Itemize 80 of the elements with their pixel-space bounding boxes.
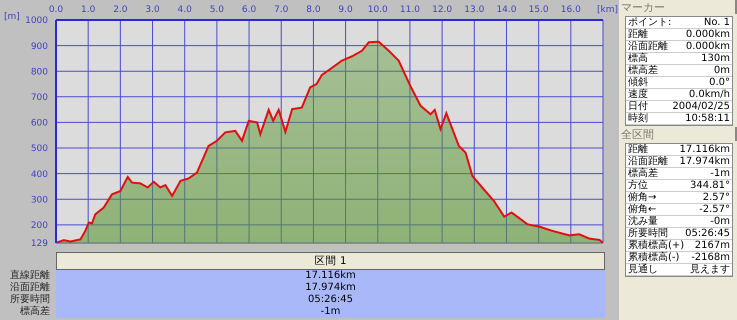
x-tick-label: 16.0 — [560, 5, 582, 15]
text: 2167m — [694, 240, 730, 251]
text: 標高 — [628, 53, 648, 64]
y-tick-label: 700 — [30, 93, 48, 104]
text: -0m — [710, 216, 730, 227]
text: 0.0km/h — [688, 89, 730, 100]
text: -1m — [56, 306, 605, 318]
y-tick-label: 800 — [30, 67, 48, 78]
x-tick-label: 9.0 — [338, 5, 354, 15]
text: 日付 — [628, 101, 648, 112]
text: 沿面距離 — [9, 282, 50, 294]
text: 0.000km — [686, 29, 730, 40]
text: マーカー — [619, 0, 737, 14]
x-tick-label: 13.0 — [464, 5, 485, 15]
y-tick-label: 300 — [30, 195, 48, 206]
text: ポイント: — [628, 17, 672, 28]
text: 130m — [701, 53, 730, 64]
text: 傾斜 — [628, 77, 648, 88]
y-tick-label: 200 — [30, 221, 48, 232]
text: 累積標高(-) — [628, 252, 680, 263]
text: 0.000km — [686, 41, 730, 52]
text: 見通し — [628, 264, 658, 275]
text: 見えます — [690, 264, 730, 275]
x-tick-label: 12.0 — [432, 5, 452, 15]
x-tick-label: 8.0 — [306, 5, 321, 15]
text: 344.81° — [690, 180, 730, 191]
text: 標高差 — [19, 306, 50, 318]
text: 俯角← — [628, 204, 656, 215]
y-tick-label: 1000 — [25, 16, 48, 26]
text: 17.974km — [56, 282, 605, 294]
text: 速度 — [628, 89, 648, 100]
x-tick-label: 0.0 — [48, 5, 64, 15]
y-tick-label: 400 — [30, 170, 48, 180]
x-tick-label: 2.0 — [113, 5, 128, 15]
y-tick-label: 500 — [30, 144, 48, 154]
x-tick-label: 14.0 — [496, 5, 517, 15]
text: 標高差 — [628, 65, 658, 76]
x-tick-label: 4.0 — [178, 5, 192, 15]
text: 距離 — [628, 144, 648, 155]
text: 2004/02/25 — [672, 101, 730, 112]
text: No. 1 — [704, 17, 730, 28]
x-tick-label: 1.0 — [81, 5, 96, 15]
x-tick-label: 3.0 — [145, 5, 160, 15]
x-tick-label: 10.0 — [368, 5, 388, 15]
text: 沿面距離 — [628, 41, 668, 52]
text: 直線距離 — [9, 270, 50, 282]
text: 時刻 — [628, 113, 648, 124]
text: 17.974km — [679, 156, 730, 167]
y-tick-label: 129 — [30, 239, 48, 250]
y-tick-label: 900 — [30, 42, 48, 52]
x-tick-label: 15.0 — [528, 5, 549, 15]
y-axis-title: [m] — [4, 12, 20, 22]
text: 俯角→ — [628, 192, 656, 203]
text: 標高差 — [628, 168, 658, 179]
text: 累積標高(+) — [628, 240, 684, 251]
text: 10:58:11 — [685, 113, 730, 124]
text: 沿面距離 — [628, 156, 668, 167]
text: 所要時間 — [9, 294, 50, 306]
x-tick-label: 11.0 — [400, 5, 420, 15]
text: -1m — [710, 168, 730, 179]
text: 全区間 — [619, 127, 737, 141]
x-tick-label: 5.0 — [210, 5, 224, 15]
text: -2.57° — [699, 204, 730, 215]
text: 0.0° — [709, 77, 730, 88]
text: 所要時間 — [628, 228, 668, 239]
text: 方位 — [628, 180, 648, 191]
text: 2.57° — [702, 192, 730, 203]
y-tick-label: 600 — [30, 118, 48, 129]
text: 17.116km — [56, 270, 605, 282]
x-tick-label: 6.0 — [242, 5, 256, 15]
x-tick-label: 7.0 — [274, 5, 289, 15]
text: 沈み量 — [628, 216, 658, 227]
text: 05:26:45 — [56, 294, 605, 306]
text: 距離 — [628, 29, 648, 40]
text: 0m — [714, 65, 730, 76]
text: -2168m — [691, 252, 730, 263]
text: 17.116km — [679, 144, 730, 155]
x-axis-title: [km] — [597, 5, 618, 15]
text: 05:26:45 — [685, 228, 730, 239]
text: 区間 1 — [56, 252, 605, 270]
